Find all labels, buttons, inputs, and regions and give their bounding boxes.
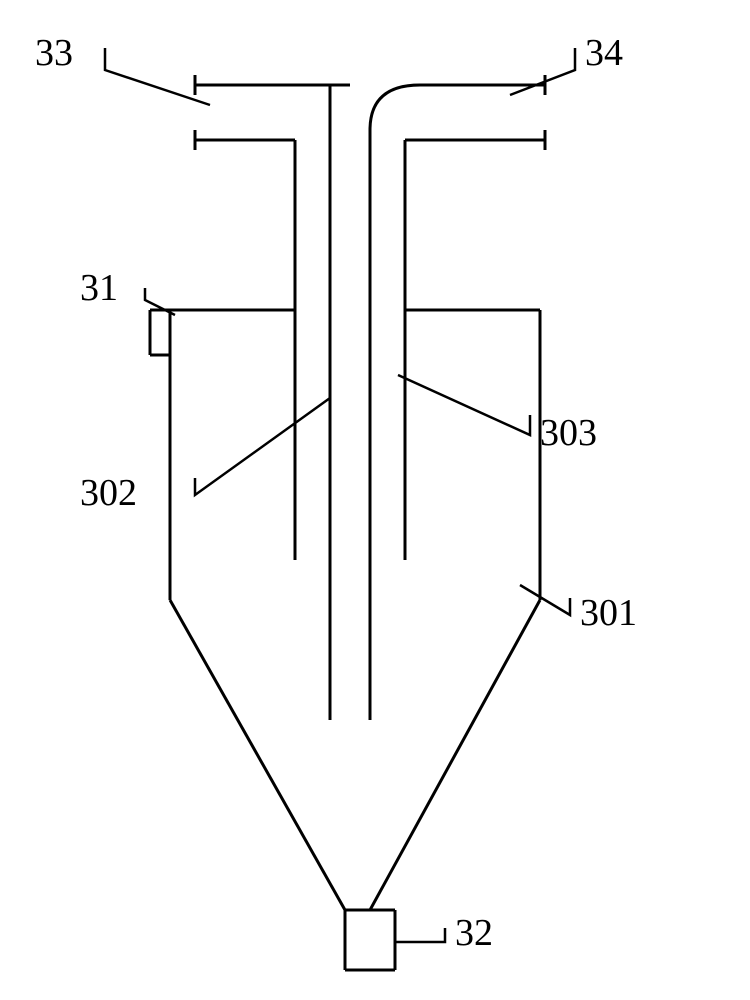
label-32: 32	[455, 912, 493, 954]
label-303: 303	[540, 412, 597, 454]
side-inlet	[150, 310, 195, 355]
leader-lines	[105, 48, 575, 942]
label-301: 301	[580, 592, 637, 634]
inner-pipe	[330, 140, 370, 720]
labels: 33 34 31 302 303 301 32	[35, 32, 637, 954]
label-302: 302	[80, 472, 137, 514]
diagram-svg: 33 34 31 302 303 301 32	[0, 0, 750, 1000]
outer-pipe	[295, 200, 405, 560]
label-31: 31	[80, 267, 118, 309]
label-34: 34	[585, 32, 623, 74]
vessel-body	[170, 310, 540, 910]
bottom-outlet	[345, 910, 395, 970]
label-33: 33	[35, 32, 73, 74]
